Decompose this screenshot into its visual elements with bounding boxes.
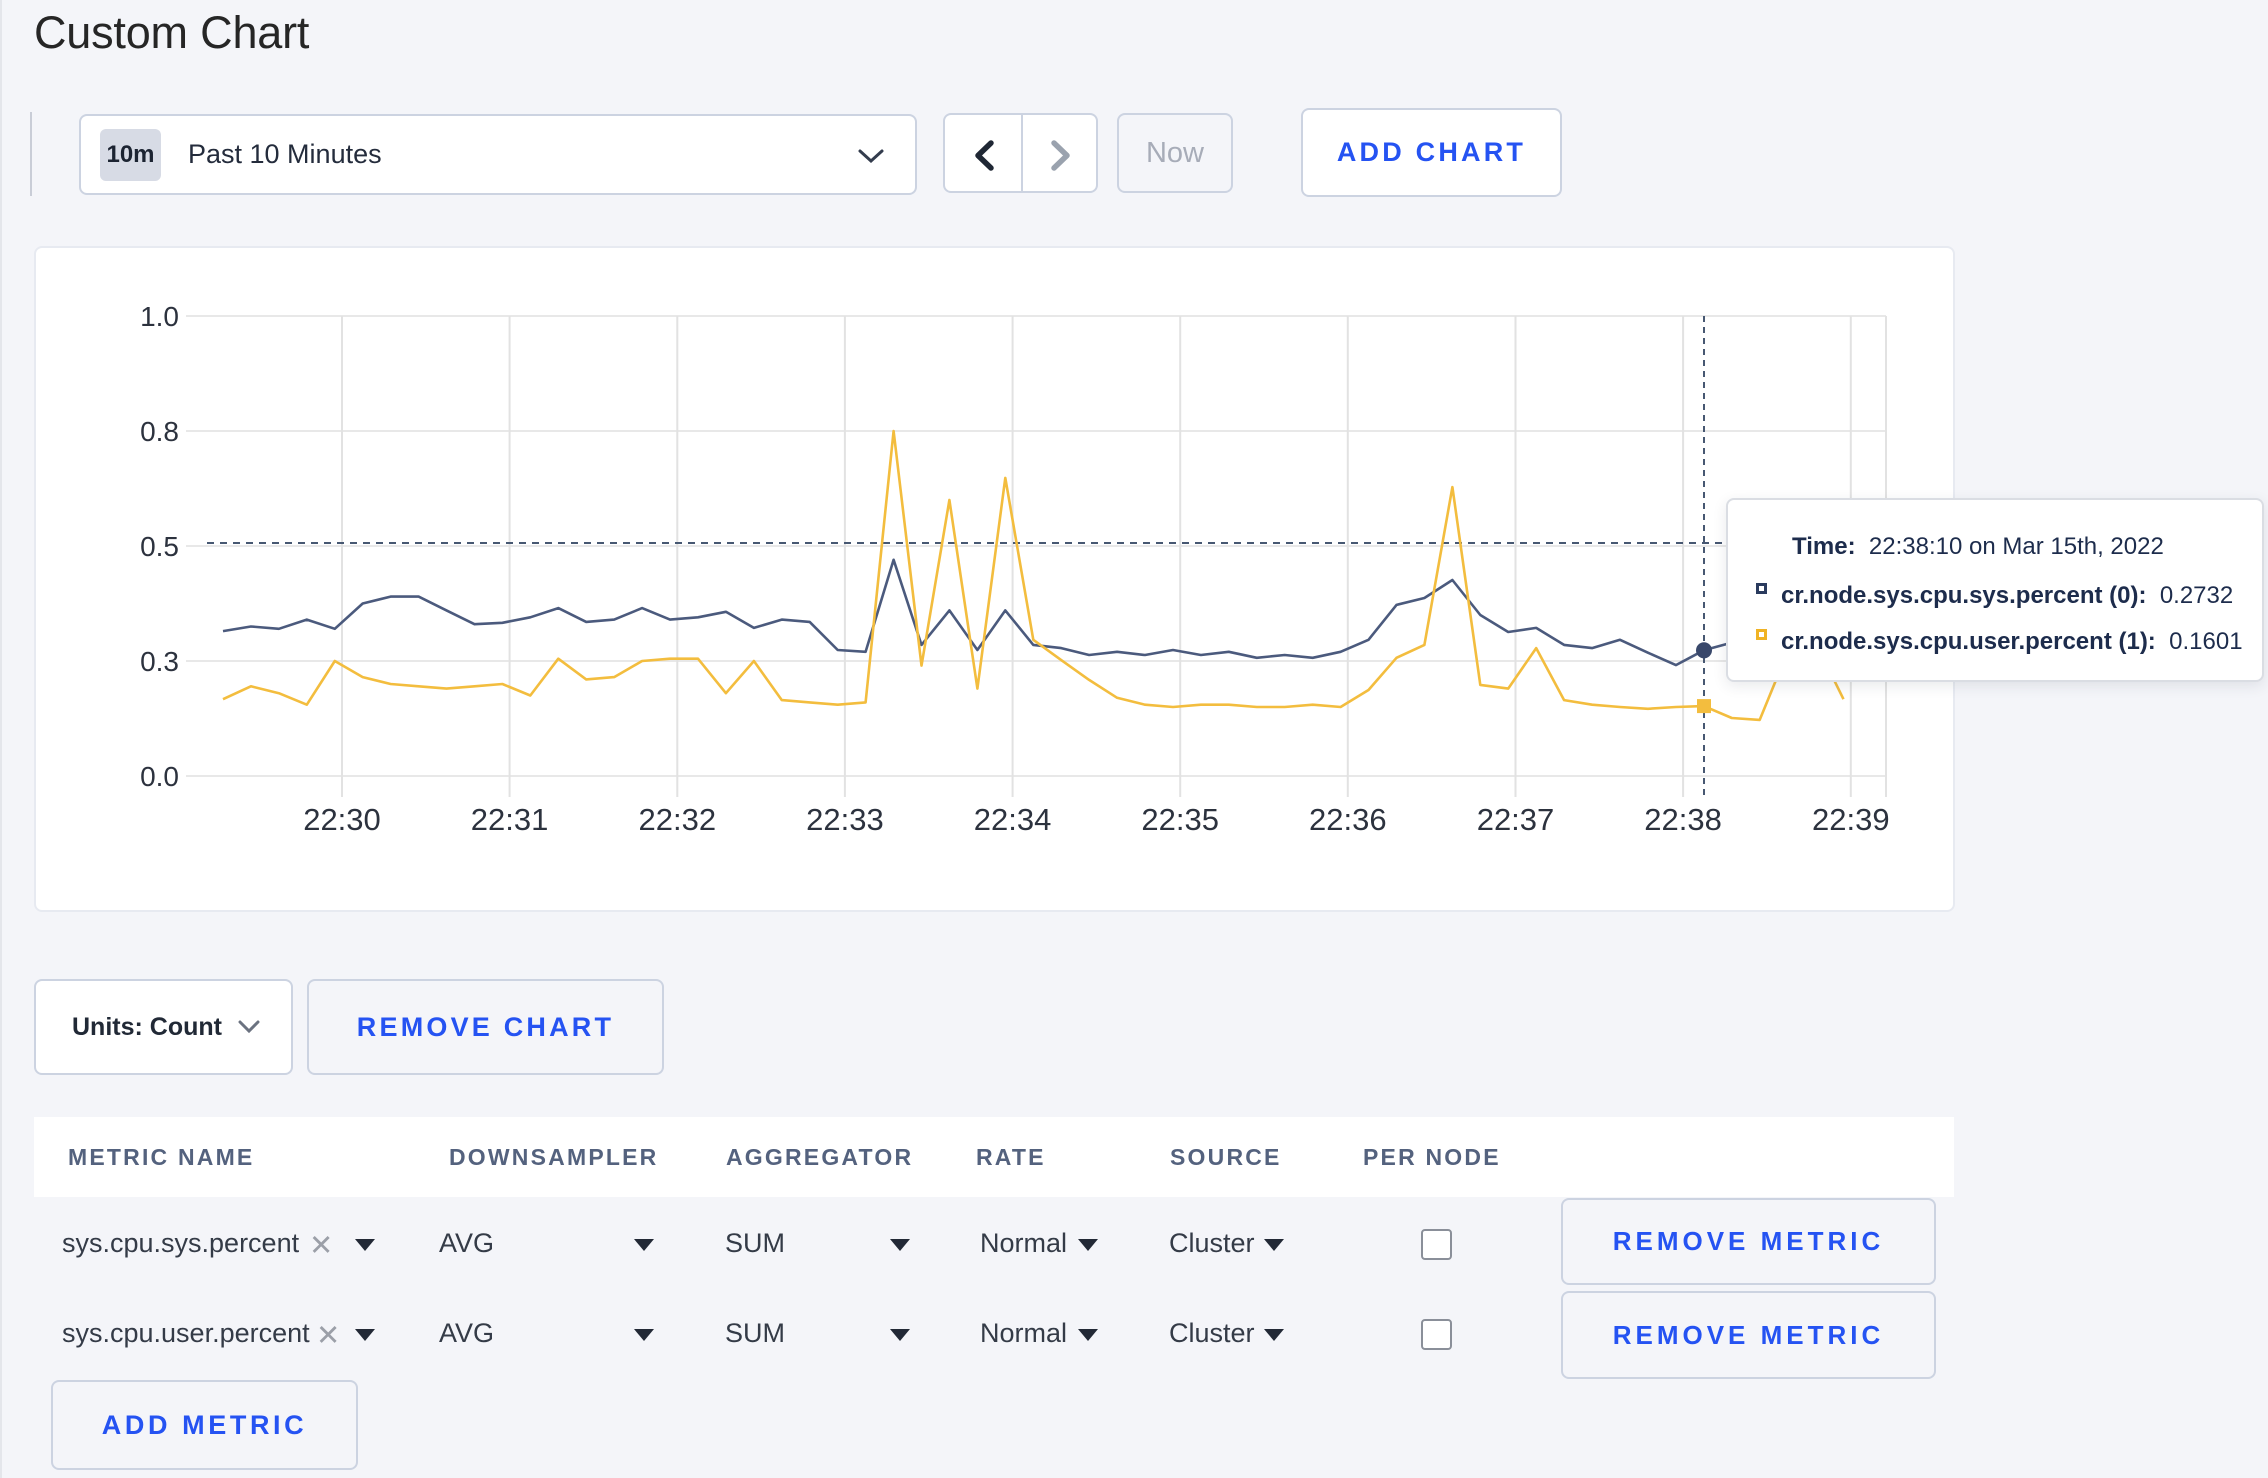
svg-text:22:31: 22:31: [471, 802, 549, 837]
svg-text:22:39: 22:39: [1812, 802, 1890, 837]
svg-text:22:36: 22:36: [1309, 802, 1387, 837]
svg-text:22:30: 22:30: [303, 802, 381, 837]
svg-text:22:37: 22:37: [1477, 802, 1555, 837]
svg-text:0.3: 0.3: [140, 646, 179, 677]
svg-text:22:33: 22:33: [806, 802, 884, 837]
svg-text:0.5: 0.5: [140, 531, 179, 562]
svg-text:22:34: 22:34: [974, 802, 1052, 837]
svg-text:22:38: 22:38: [1644, 802, 1722, 837]
svg-text:0.0: 0.0: [140, 761, 179, 792]
svg-text:22:32: 22:32: [639, 802, 717, 837]
svg-text:0.8: 0.8: [140, 416, 179, 447]
svg-text:22:35: 22:35: [1141, 802, 1219, 837]
svg-text:1.0: 1.0: [140, 301, 179, 332]
